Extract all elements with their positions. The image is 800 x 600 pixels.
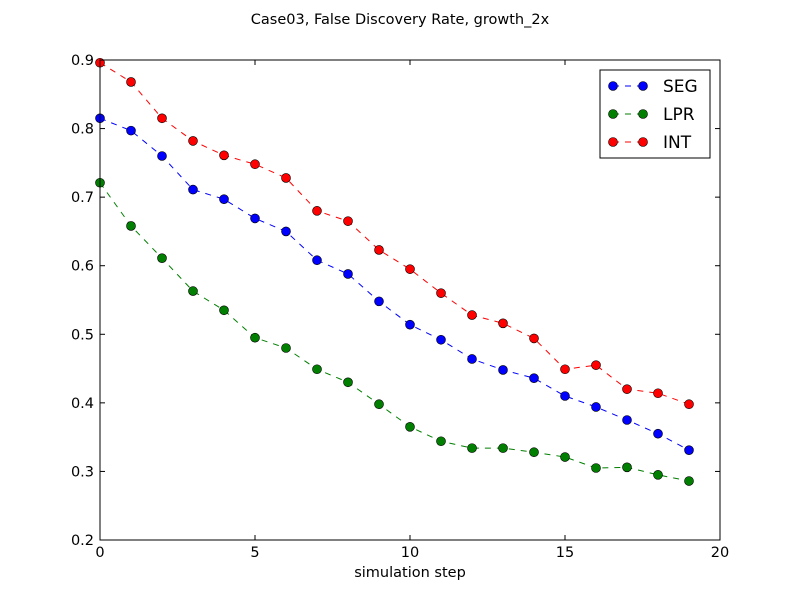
x-tick-label: 0 (95, 545, 104, 561)
data-point-int (281, 173, 291, 183)
series-int (95, 57, 694, 410)
y-tick-label: 0.9 (71, 53, 94, 69)
data-point-int (126, 77, 136, 87)
data-point-int (560, 364, 570, 375)
y-tick-label: 0.3 (71, 464, 94, 480)
data-point-int (498, 318, 508, 329)
y-tick-label: 0.8 (71, 122, 94, 138)
data-point-seg (219, 194, 229, 204)
y-tick-label: 0.7 (71, 190, 94, 206)
data-point-seg (281, 226, 291, 237)
data-point-lpr (157, 253, 167, 263)
data-point-lpr (281, 343, 291, 353)
data-point-lpr (622, 462, 632, 473)
data-point-int (467, 310, 477, 320)
data-point-int (529, 333, 539, 344)
series-seg (95, 113, 694, 455)
x-tick-label: 20 (711, 545, 729, 561)
data-point-seg (312, 255, 322, 266)
data-point-seg (250, 213, 260, 224)
data-point-int (312, 206, 322, 216)
legend-marker (608, 137, 618, 147)
y-tick-label: 0.6 (71, 259, 94, 275)
data-point-lpr (343, 377, 353, 388)
legend: SEG LPR INT (599, 69, 711, 159)
y-tick-label: 0.2 (71, 533, 94, 549)
data-point-lpr (529, 447, 539, 458)
legend-label: SEG (663, 77, 698, 97)
data-point-lpr (560, 452, 570, 462)
data-point-seg (343, 269, 353, 279)
axis-ticks: 0 5 10 15 20 0.2 0.3 0.4 0.5 0.6 0.7 0.8 0.9 (71, 53, 729, 561)
data-point-seg (436, 334, 446, 345)
data-point-seg (560, 391, 570, 401)
data-point-seg (529, 373, 539, 383)
data-point-seg (591, 402, 601, 412)
data-point-lpr (684, 476, 694, 486)
x-axis-label: simulation step (354, 565, 466, 581)
data-point-int (219, 150, 229, 161)
data-point-int (591, 360, 601, 370)
data-point-seg (622, 415, 632, 425)
data-point-int (622, 384, 632, 394)
x-tick-label: 10 (401, 545, 419, 561)
data-point-lpr (653, 470, 663, 480)
legend-item-int: INT (608, 133, 692, 153)
legend-marker (638, 137, 648, 147)
data-point-seg (374, 296, 384, 307)
x-tick-label: 5 (250, 545, 259, 561)
data-point-int (405, 264, 415, 274)
data-point-seg (467, 354, 477, 364)
data-point-int (436, 288, 446, 298)
data-point-lpr (591, 463, 601, 473)
series-line-int (99, 62, 690, 405)
data-point-lpr (405, 422, 415, 432)
plot-area (95, 57, 694, 486)
x-tick-label: 15 (556, 545, 574, 561)
data-point-int (250, 159, 260, 170)
data-point-seg (126, 125, 136, 136)
data-point-seg (157, 151, 167, 161)
data-point-lpr (436, 436, 446, 447)
data-point-seg (405, 319, 415, 330)
legend-marker (608, 81, 618, 91)
data-point-int (374, 245, 384, 255)
legend-marker (638, 81, 648, 91)
data-point-int (684, 399, 694, 410)
data-point-int (343, 216, 353, 226)
legend-marker (608, 109, 618, 119)
legend-item-seg: SEG (608, 77, 698, 97)
data-point-seg (653, 428, 663, 439)
legend-item-lpr: LPR (608, 105, 695, 125)
y-tick-label: 0.5 (71, 327, 94, 343)
data-point-seg (684, 445, 694, 455)
legend-label: INT (663, 133, 692, 153)
series-lpr (95, 177, 694, 486)
data-point-lpr (219, 305, 229, 316)
series-line-lpr (99, 182, 690, 482)
data-point-int (188, 136, 198, 146)
data-point-lpr (188, 286, 198, 296)
data-point-seg (188, 184, 198, 195)
data-point-lpr (498, 443, 508, 453)
series-line-seg (99, 117, 690, 451)
legend-label: LPR (663, 105, 695, 125)
data-point-int (653, 388, 663, 399)
data-point-lpr (467, 443, 477, 453)
y-tick-label: 0.4 (71, 396, 94, 412)
data-point-int (157, 113, 167, 124)
legend-marker (638, 109, 648, 119)
data-point-lpr (250, 332, 260, 343)
data-point-seg (498, 365, 508, 375)
data-point-lpr (126, 221, 136, 231)
chart-title: Case03, False Discovery Rate, growth_2x (251, 12, 550, 28)
data-point-lpr (374, 399, 384, 410)
data-point-lpr (312, 364, 322, 375)
